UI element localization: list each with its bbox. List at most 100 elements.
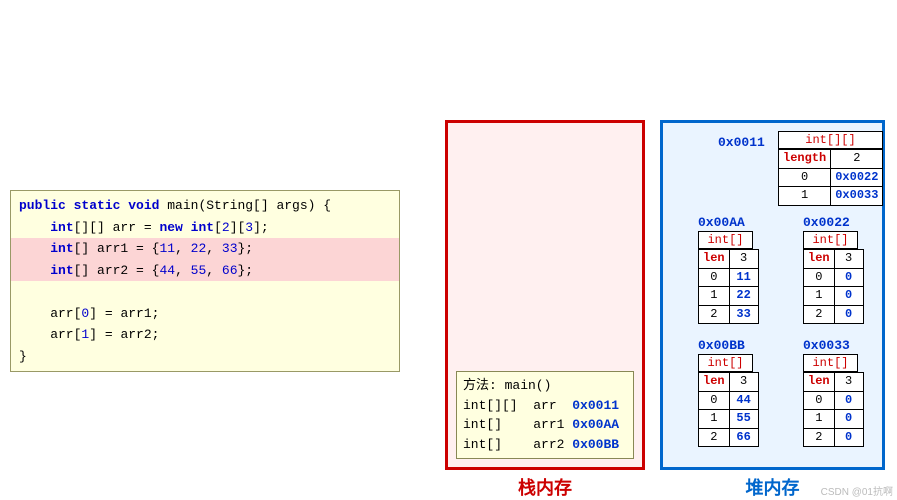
code-line-7: } xyxy=(11,346,399,368)
txt: [] arr1 = { xyxy=(74,241,160,256)
obj-table: length2 00x0022 10x0033 xyxy=(778,149,883,206)
val: 22 xyxy=(729,287,758,306)
num: 2 xyxy=(222,220,230,235)
kw: int xyxy=(50,241,73,256)
val: 0 xyxy=(834,268,863,287)
num: 33 xyxy=(222,241,238,256)
len-val: 2 xyxy=(831,150,883,169)
idx: 2 xyxy=(804,428,835,447)
num: 66 xyxy=(222,263,238,278)
len-val: 3 xyxy=(729,373,758,392)
num: 11 xyxy=(159,241,175,256)
val: 0 xyxy=(834,287,863,306)
heap-obj-0x0011: int[][] length2 00x0022 10x0033 xyxy=(778,131,883,206)
heap-memory-panel: 0x0011 int[][] length2 00x0022 10x0033 0… xyxy=(660,120,885,470)
idx: 2 xyxy=(699,305,730,324)
stack-title: 栈内存 xyxy=(445,474,645,500)
val: 0 xyxy=(834,391,863,410)
idx: 0 xyxy=(804,268,835,287)
obj-type: int[][] xyxy=(778,131,883,149)
idx: 1 xyxy=(779,187,831,206)
stack-memory-panel: 方法: main() int[][] arr 0x0011 int[] arr1… xyxy=(445,120,645,470)
idx: 0 xyxy=(779,168,831,187)
idx: 0 xyxy=(699,391,730,410)
txt: main(String[] args) { xyxy=(159,198,331,213)
kw: public static void xyxy=(19,198,159,213)
stack-frame-main: 方法: main() int[][] arr 0x0011 int[] arr1… xyxy=(456,371,634,459)
frame-title: 方法: main() xyxy=(463,376,627,396)
len-label: len xyxy=(699,250,730,269)
val: 0 xyxy=(834,410,863,429)
val: 0x0033 xyxy=(831,187,883,206)
idx: 2 xyxy=(699,428,730,447)
obj-type: int[] xyxy=(698,354,753,372)
obj-type: int[] xyxy=(698,231,753,249)
code-blank xyxy=(11,281,399,303)
num: 44 xyxy=(159,263,175,278)
idx: 1 xyxy=(699,287,730,306)
kw: new int xyxy=(159,220,214,235)
code-line-3: int[] arr1 = {11, 22, 33}; xyxy=(11,238,399,260)
len-label: len xyxy=(804,250,835,269)
len-label: length xyxy=(779,150,831,169)
code-line-1: public static void main(String[] args) { xyxy=(11,195,399,217)
name: arr2 xyxy=(533,437,564,452)
kw: int xyxy=(50,220,73,235)
type: int[] xyxy=(463,417,502,432)
type: int[] xyxy=(463,437,502,452)
len-label: len xyxy=(699,373,730,392)
num: 22 xyxy=(191,241,207,256)
stack-var-arr2: int[] arr2 0x00BB xyxy=(463,435,627,455)
len-label: len xyxy=(804,373,835,392)
txt: ] = arr1; xyxy=(89,306,159,321)
txt: arr[ xyxy=(19,306,81,321)
heap-addr-0x0011: 0x0011 xyxy=(718,135,765,150)
type: int[][] xyxy=(463,398,518,413)
obj-type: int[] xyxy=(803,231,858,249)
idx: 0 xyxy=(804,391,835,410)
watermark: CSDN @01抗啊 xyxy=(821,483,893,498)
obj-type: int[] xyxy=(803,354,858,372)
obj-table: len3 00 10 20 xyxy=(803,249,864,324)
idx: 1 xyxy=(804,287,835,306)
code-line-5: arr[0] = arr1; xyxy=(11,303,399,325)
obj-table: len3 011 122 233 xyxy=(698,249,759,324)
idx: 1 xyxy=(699,410,730,429)
val: 11 xyxy=(729,268,758,287)
len-val: 3 xyxy=(834,250,863,269)
txt: [][] arr = xyxy=(74,220,160,235)
txt: arr[ xyxy=(19,327,81,342)
addr: 0x00BB xyxy=(572,437,619,452)
val: 66 xyxy=(729,428,758,447)
addr: 0x0011 xyxy=(572,398,619,413)
len-val: 3 xyxy=(729,250,758,269)
txt: [] arr2 = { xyxy=(74,263,160,278)
idx: 1 xyxy=(804,410,835,429)
obj-table: len3 044 155 266 xyxy=(698,372,759,447)
num: 55 xyxy=(191,263,207,278)
name: arr1 xyxy=(533,417,564,432)
heap-addr-0x00BB: 0x00BB xyxy=(698,338,745,353)
code-line-4: int[] arr2 = {44, 55, 66}; xyxy=(11,260,399,282)
txt: ] = arr2; xyxy=(89,327,159,342)
code-line-2: int[][] arr = new int[2][3]; xyxy=(11,217,399,239)
num: 3 xyxy=(245,220,253,235)
txt: } xyxy=(19,349,27,364)
kw: int xyxy=(50,263,73,278)
heap-obj-0x0033: int[] len3 00 10 20 xyxy=(803,354,858,447)
heap-obj-0x00AA: int[] len3 011 122 233 xyxy=(698,231,753,324)
val: 33 xyxy=(729,305,758,324)
val: 0 xyxy=(834,428,863,447)
obj-table: len3 00 10 20 xyxy=(803,372,864,447)
idx: 0 xyxy=(699,268,730,287)
code-panel: public static void main(String[] args) {… xyxy=(10,190,400,372)
heap-addr-0x0022: 0x0022 xyxy=(803,215,850,230)
heap-obj-0x0022: int[] len3 00 10 20 xyxy=(803,231,858,324)
val: 0x0022 xyxy=(831,168,883,187)
val: 55 xyxy=(729,410,758,429)
stack-var-arr1: int[] arr1 0x00AA xyxy=(463,415,627,435)
heap-addr-0x00AA: 0x00AA xyxy=(698,215,745,230)
heap-obj-0x00BB: int[] len3 044 155 266 xyxy=(698,354,753,447)
len-val: 3 xyxy=(834,373,863,392)
code-line-6: arr[1] = arr2; xyxy=(11,324,399,346)
